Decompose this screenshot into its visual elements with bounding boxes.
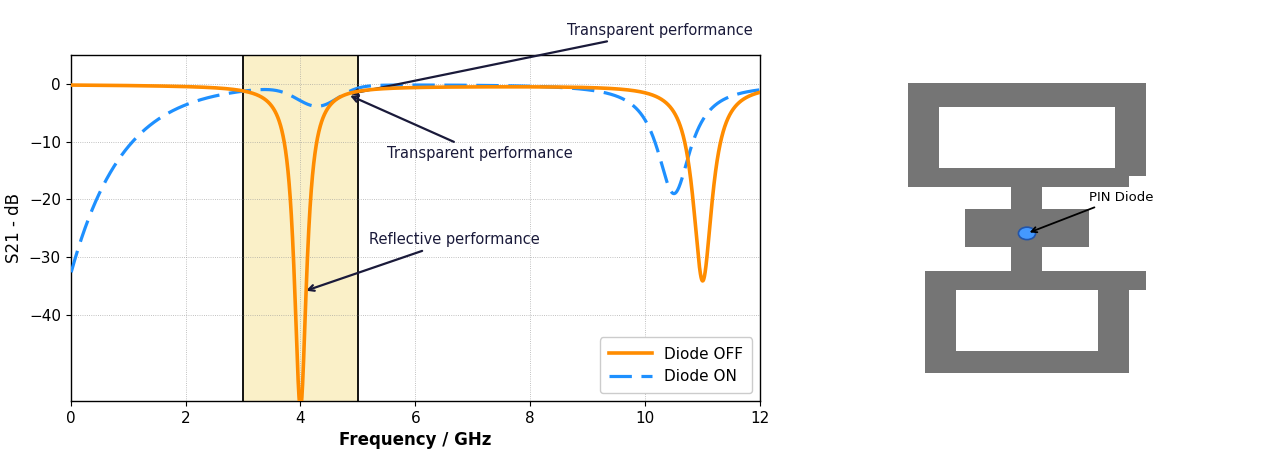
Bar [966,209,1089,228]
Diode OFF [293,406,308,411]
Bar [966,228,1089,247]
Diode ON [63,270,78,275]
Bar [924,289,955,356]
Diode OFF [630,89,646,94]
Bar [908,83,1145,107]
Diode OFF [578,85,593,90]
Text: Transparent performance: Transparent performance [353,23,752,95]
Legend: Diode OFF, Diode ON: Diode OFF, Diode ON [600,337,752,393]
Y-axis label: S21 - dB: S21 - dB [5,193,23,263]
Diode OFF [476,84,492,89]
Diode ON [326,97,342,103]
Text: Transparent performance: Transparent performance [352,96,573,161]
Diode OFF [63,83,78,88]
X-axis label: Frequency / GHz: Frequency / GHz [339,431,492,449]
Bar [908,107,939,176]
Line: Diode ON: Diode ON [71,85,760,272]
Bar [908,168,1129,187]
Bar [1098,289,1129,356]
Diode ON [630,107,646,113]
Circle shape [1018,227,1035,240]
Diode OFF [327,98,343,103]
Bar [924,351,1129,373]
Diode OFF [511,84,526,89]
Bar [1012,185,1043,211]
Bar [243,26,358,430]
Bar [1012,245,1043,272]
Diode ON [752,87,768,93]
Diode OFF [752,89,768,95]
Diode ON [189,98,204,104]
Text: Reflective performance: Reflective performance [308,232,541,291]
Diode OFF [189,84,204,90]
Bar [1115,107,1145,176]
Text: PIN Diode: PIN Diode [1031,190,1153,232]
Diode ON [406,82,421,88]
Diode ON [511,83,526,89]
Diode ON [476,83,492,88]
Bar [924,272,1145,290]
Diode ON [578,87,593,92]
Line: Diode OFF: Diode OFF [71,85,760,408]
